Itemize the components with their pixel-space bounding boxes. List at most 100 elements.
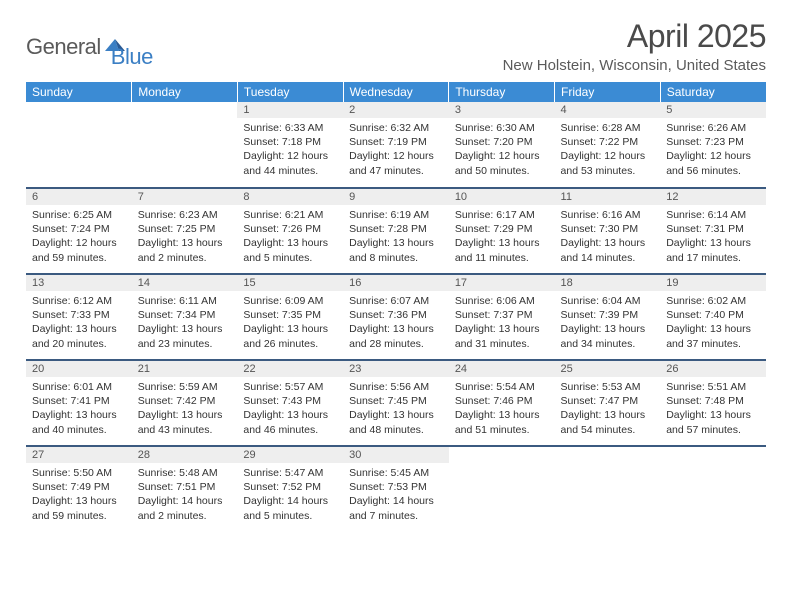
calendar-cell: 22Sunrise: 5:57 AMSunset: 7:43 PMDayligh… (237, 360, 343, 446)
day-number: 20 (26, 361, 132, 377)
day-number: 29 (237, 447, 343, 463)
day-data: Sunrise: 5:50 AMSunset: 7:49 PMDaylight:… (26, 463, 132, 525)
day-number: 3 (449, 102, 555, 118)
day-data: Sunrise: 6:26 AMSunset: 7:23 PMDaylight:… (660, 118, 766, 180)
day-data: Sunrise: 5:47 AMSunset: 7:52 PMDaylight:… (237, 463, 343, 525)
calendar-cell: 30Sunrise: 5:45 AMSunset: 7:53 PMDayligh… (343, 446, 449, 532)
day-data: Sunrise: 5:51 AMSunset: 7:48 PMDaylight:… (660, 377, 766, 439)
day-data: Sunrise: 6:02 AMSunset: 7:40 PMDaylight:… (660, 291, 766, 353)
calendar-cell: 26Sunrise: 5:51 AMSunset: 7:48 PMDayligh… (660, 360, 766, 446)
day-number: 23 (343, 361, 449, 377)
page-header: General Blue April 2025 New Holstein, Wi… (26, 18, 766, 74)
day-number: 9 (343, 189, 449, 205)
day-number: 2 (343, 102, 449, 118)
calendar-cell: 5Sunrise: 6:26 AMSunset: 7:23 PMDaylight… (660, 102, 766, 188)
day-number: 8 (237, 189, 343, 205)
day-number: 30 (343, 447, 449, 463)
day-number: 7 (132, 189, 238, 205)
calendar-cell (449, 446, 555, 532)
calendar-cell: 18Sunrise: 6:04 AMSunset: 7:39 PMDayligh… (555, 274, 661, 360)
calendar-cell: 24Sunrise: 5:54 AMSunset: 7:46 PMDayligh… (449, 360, 555, 446)
calendar-cell: 17Sunrise: 6:06 AMSunset: 7:37 PMDayligh… (449, 274, 555, 360)
day-number: 13 (26, 275, 132, 291)
day-data: Sunrise: 5:54 AMSunset: 7:46 PMDaylight:… (449, 377, 555, 439)
day-number: 12 (660, 189, 766, 205)
day-data: Sunrise: 6:07 AMSunset: 7:36 PMDaylight:… (343, 291, 449, 353)
logo: General Blue (26, 24, 153, 70)
day-data: Sunrise: 6:17 AMSunset: 7:29 PMDaylight:… (449, 205, 555, 267)
calendar-cell: 14Sunrise: 6:11 AMSunset: 7:34 PMDayligh… (132, 274, 238, 360)
day-data: Sunrise: 6:25 AMSunset: 7:24 PMDaylight:… (26, 205, 132, 267)
day-number: 1 (237, 102, 343, 118)
day-data: Sunrise: 6:19 AMSunset: 7:28 PMDaylight:… (343, 205, 449, 267)
calendar-row: 1Sunrise: 6:33 AMSunset: 7:18 PMDaylight… (26, 102, 766, 188)
day-number: 11 (555, 189, 661, 205)
day-number: 26 (660, 361, 766, 377)
day-number: 24 (449, 361, 555, 377)
day-data: Sunrise: 6:28 AMSunset: 7:22 PMDaylight:… (555, 118, 661, 180)
day-number: 15 (237, 275, 343, 291)
day-data: Sunrise: 6:09 AMSunset: 7:35 PMDaylight:… (237, 291, 343, 353)
day-data: Sunrise: 5:56 AMSunset: 7:45 PMDaylight:… (343, 377, 449, 439)
calendar-cell (555, 446, 661, 532)
calendar-cell (660, 446, 766, 532)
day-number: 14 (132, 275, 238, 291)
title-block: April 2025 New Holstein, Wisconsin, Unit… (503, 18, 766, 74)
calendar-row: 27Sunrise: 5:50 AMSunset: 7:49 PMDayligh… (26, 446, 766, 532)
weekday-header: Friday (555, 82, 661, 102)
calendar-cell: 20Sunrise: 6:01 AMSunset: 7:41 PMDayligh… (26, 360, 132, 446)
day-data: Sunrise: 6:01 AMSunset: 7:41 PMDaylight:… (26, 377, 132, 439)
day-data: Sunrise: 5:48 AMSunset: 7:51 PMDaylight:… (132, 463, 238, 525)
day-number: 18 (555, 275, 661, 291)
day-data: Sunrise: 6:11 AMSunset: 7:34 PMDaylight:… (132, 291, 238, 353)
calendar-cell: 10Sunrise: 6:17 AMSunset: 7:29 PMDayligh… (449, 188, 555, 274)
day-data: Sunrise: 6:23 AMSunset: 7:25 PMDaylight:… (132, 205, 238, 267)
calendar-row: 20Sunrise: 6:01 AMSunset: 7:41 PMDayligh… (26, 360, 766, 446)
day-data: Sunrise: 5:45 AMSunset: 7:53 PMDaylight:… (343, 463, 449, 525)
day-data: Sunrise: 6:16 AMSunset: 7:30 PMDaylight:… (555, 205, 661, 267)
day-number: 19 (660, 275, 766, 291)
calendar-body: 1Sunrise: 6:33 AMSunset: 7:18 PMDaylight… (26, 102, 766, 532)
day-number: 21 (132, 361, 238, 377)
calendar-cell: 7Sunrise: 6:23 AMSunset: 7:25 PMDaylight… (132, 188, 238, 274)
calendar-cell: 23Sunrise: 5:56 AMSunset: 7:45 PMDayligh… (343, 360, 449, 446)
calendar-page: General Blue April 2025 New Holstein, Wi… (0, 0, 792, 544)
calendar-cell: 2Sunrise: 6:32 AMSunset: 7:19 PMDaylight… (343, 102, 449, 188)
day-data: Sunrise: 6:30 AMSunset: 7:20 PMDaylight:… (449, 118, 555, 180)
day-number: 25 (555, 361, 661, 377)
calendar-cell: 28Sunrise: 5:48 AMSunset: 7:51 PMDayligh… (132, 446, 238, 532)
calendar-cell: 4Sunrise: 6:28 AMSunset: 7:22 PMDaylight… (555, 102, 661, 188)
calendar-row: 13Sunrise: 6:12 AMSunset: 7:33 PMDayligh… (26, 274, 766, 360)
weekday-header: Monday (132, 82, 238, 102)
calendar-cell: 27Sunrise: 5:50 AMSunset: 7:49 PMDayligh… (26, 446, 132, 532)
calendar-cell: 6Sunrise: 6:25 AMSunset: 7:24 PMDaylight… (26, 188, 132, 274)
logo-text-general: General (26, 34, 101, 60)
calendar-cell: 8Sunrise: 6:21 AMSunset: 7:26 PMDaylight… (237, 188, 343, 274)
calendar-cell: 19Sunrise: 6:02 AMSunset: 7:40 PMDayligh… (660, 274, 766, 360)
logo-text-blue: Blue (111, 44, 153, 70)
calendar-cell: 11Sunrise: 6:16 AMSunset: 7:30 PMDayligh… (555, 188, 661, 274)
weekday-header: Saturday (660, 82, 766, 102)
day-data: Sunrise: 6:06 AMSunset: 7:37 PMDaylight:… (449, 291, 555, 353)
calendar-cell: 29Sunrise: 5:47 AMSunset: 7:52 PMDayligh… (237, 446, 343, 532)
calendar-cell: 21Sunrise: 5:59 AMSunset: 7:42 PMDayligh… (132, 360, 238, 446)
day-data: Sunrise: 6:12 AMSunset: 7:33 PMDaylight:… (26, 291, 132, 353)
calendar-cell: 25Sunrise: 5:53 AMSunset: 7:47 PMDayligh… (555, 360, 661, 446)
calendar-cell: 13Sunrise: 6:12 AMSunset: 7:33 PMDayligh… (26, 274, 132, 360)
calendar-cell: 12Sunrise: 6:14 AMSunset: 7:31 PMDayligh… (660, 188, 766, 274)
day-number: 16 (343, 275, 449, 291)
weekday-header: Tuesday (237, 82, 343, 102)
day-number: 22 (237, 361, 343, 377)
day-data: Sunrise: 6:04 AMSunset: 7:39 PMDaylight:… (555, 291, 661, 353)
calendar-cell: 16Sunrise: 6:07 AMSunset: 7:36 PMDayligh… (343, 274, 449, 360)
day-number: 4 (555, 102, 661, 118)
calendar-cell (26, 102, 132, 188)
day-number: 17 (449, 275, 555, 291)
day-data: Sunrise: 6:32 AMSunset: 7:19 PMDaylight:… (343, 118, 449, 180)
calendar-cell: 3Sunrise: 6:30 AMSunset: 7:20 PMDaylight… (449, 102, 555, 188)
weekday-header: Sunday (26, 82, 132, 102)
day-number: 6 (26, 189, 132, 205)
month-title: April 2025 (503, 18, 766, 55)
location-subtitle: New Holstein, Wisconsin, United States (503, 57, 766, 74)
weekday-header: Thursday (449, 82, 555, 102)
